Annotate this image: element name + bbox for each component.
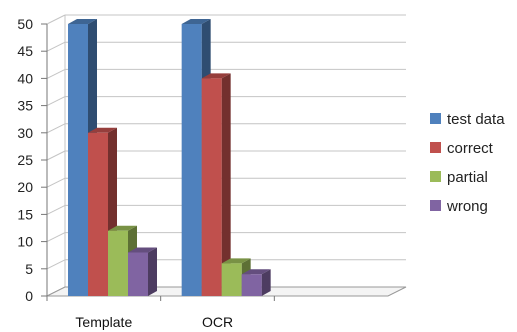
bar-side bbox=[221, 73, 231, 297]
y-tick-label: 0 bbox=[25, 288, 33, 304]
gridline-side bbox=[46, 14, 66, 25]
bar bbox=[201, 73, 231, 297]
legend-swatch bbox=[430, 171, 441, 182]
y-tick-label: 45 bbox=[17, 43, 33, 59]
legend-swatch bbox=[430, 142, 441, 153]
tick-labels: 0 5 10 15 20 25 30 35 40 45 50 Template OCR bbox=[17, 16, 233, 330]
y-tick-label: 40 bbox=[17, 70, 33, 86]
legend-item: wrong bbox=[430, 198, 488, 215]
bar-top bbox=[108, 225, 137, 231]
bar-front bbox=[88, 132, 108, 296]
gridline-side bbox=[46, 177, 66, 188]
legend-label: correct bbox=[447, 140, 494, 157]
gridline-side bbox=[46, 41, 66, 52]
bar-side bbox=[261, 269, 271, 296]
bar bbox=[128, 247, 157, 296]
gridline-side bbox=[46, 259, 66, 270]
x-tick-label: Template bbox=[75, 314, 132, 330]
legend-item: test data bbox=[430, 111, 505, 128]
bar-top bbox=[221, 258, 251, 264]
bars bbox=[68, 19, 271, 297]
legend-label: wrong bbox=[446, 198, 488, 215]
bar bbox=[241, 269, 271, 296]
y-tick-label: 10 bbox=[17, 234, 33, 250]
bar-side bbox=[148, 247, 157, 296]
x-tick-label: OCR bbox=[202, 314, 233, 330]
y-tick-label: 30 bbox=[17, 125, 33, 141]
gridline-side bbox=[46, 68, 66, 79]
y-tick-label: 35 bbox=[17, 98, 33, 114]
bar-front bbox=[181, 24, 202, 296]
legend-label: test data bbox=[447, 111, 505, 128]
legend: test data correct partial wrong bbox=[430, 111, 505, 215]
y-tick-label: 15 bbox=[17, 206, 33, 222]
y-tick-label: 20 bbox=[17, 179, 33, 195]
y-tick-label: 25 bbox=[17, 152, 33, 168]
bar-top bbox=[88, 127, 117, 133]
y-tick-label: 50 bbox=[17, 16, 33, 32]
gridline-side bbox=[46, 123, 66, 134]
y-tick-label: 5 bbox=[25, 261, 33, 277]
bar-top bbox=[128, 247, 157, 253]
gridline-side bbox=[46, 150, 66, 161]
gridline-side bbox=[46, 96, 66, 107]
gridline-side bbox=[46, 204, 66, 215]
gridline-side bbox=[46, 232, 66, 243]
bar-front bbox=[221, 263, 242, 296]
bar-front bbox=[108, 230, 128, 296]
bar-top bbox=[201, 73, 231, 79]
legend-swatch bbox=[430, 200, 441, 211]
legend-label: partial bbox=[447, 169, 488, 186]
bar-front bbox=[128, 252, 148, 296]
bar-front bbox=[241, 274, 262, 296]
legend-swatch bbox=[430, 113, 441, 124]
legend-item: partial bbox=[430, 169, 488, 186]
bar-top bbox=[181, 19, 211, 24]
bar-front bbox=[201, 78, 222, 297]
bar-front bbox=[68, 24, 88, 296]
gridlines bbox=[46, 14, 406, 297]
bar-top bbox=[241, 269, 271, 275]
legend-item: correct bbox=[430, 140, 494, 157]
bar-top bbox=[68, 19, 97, 24]
